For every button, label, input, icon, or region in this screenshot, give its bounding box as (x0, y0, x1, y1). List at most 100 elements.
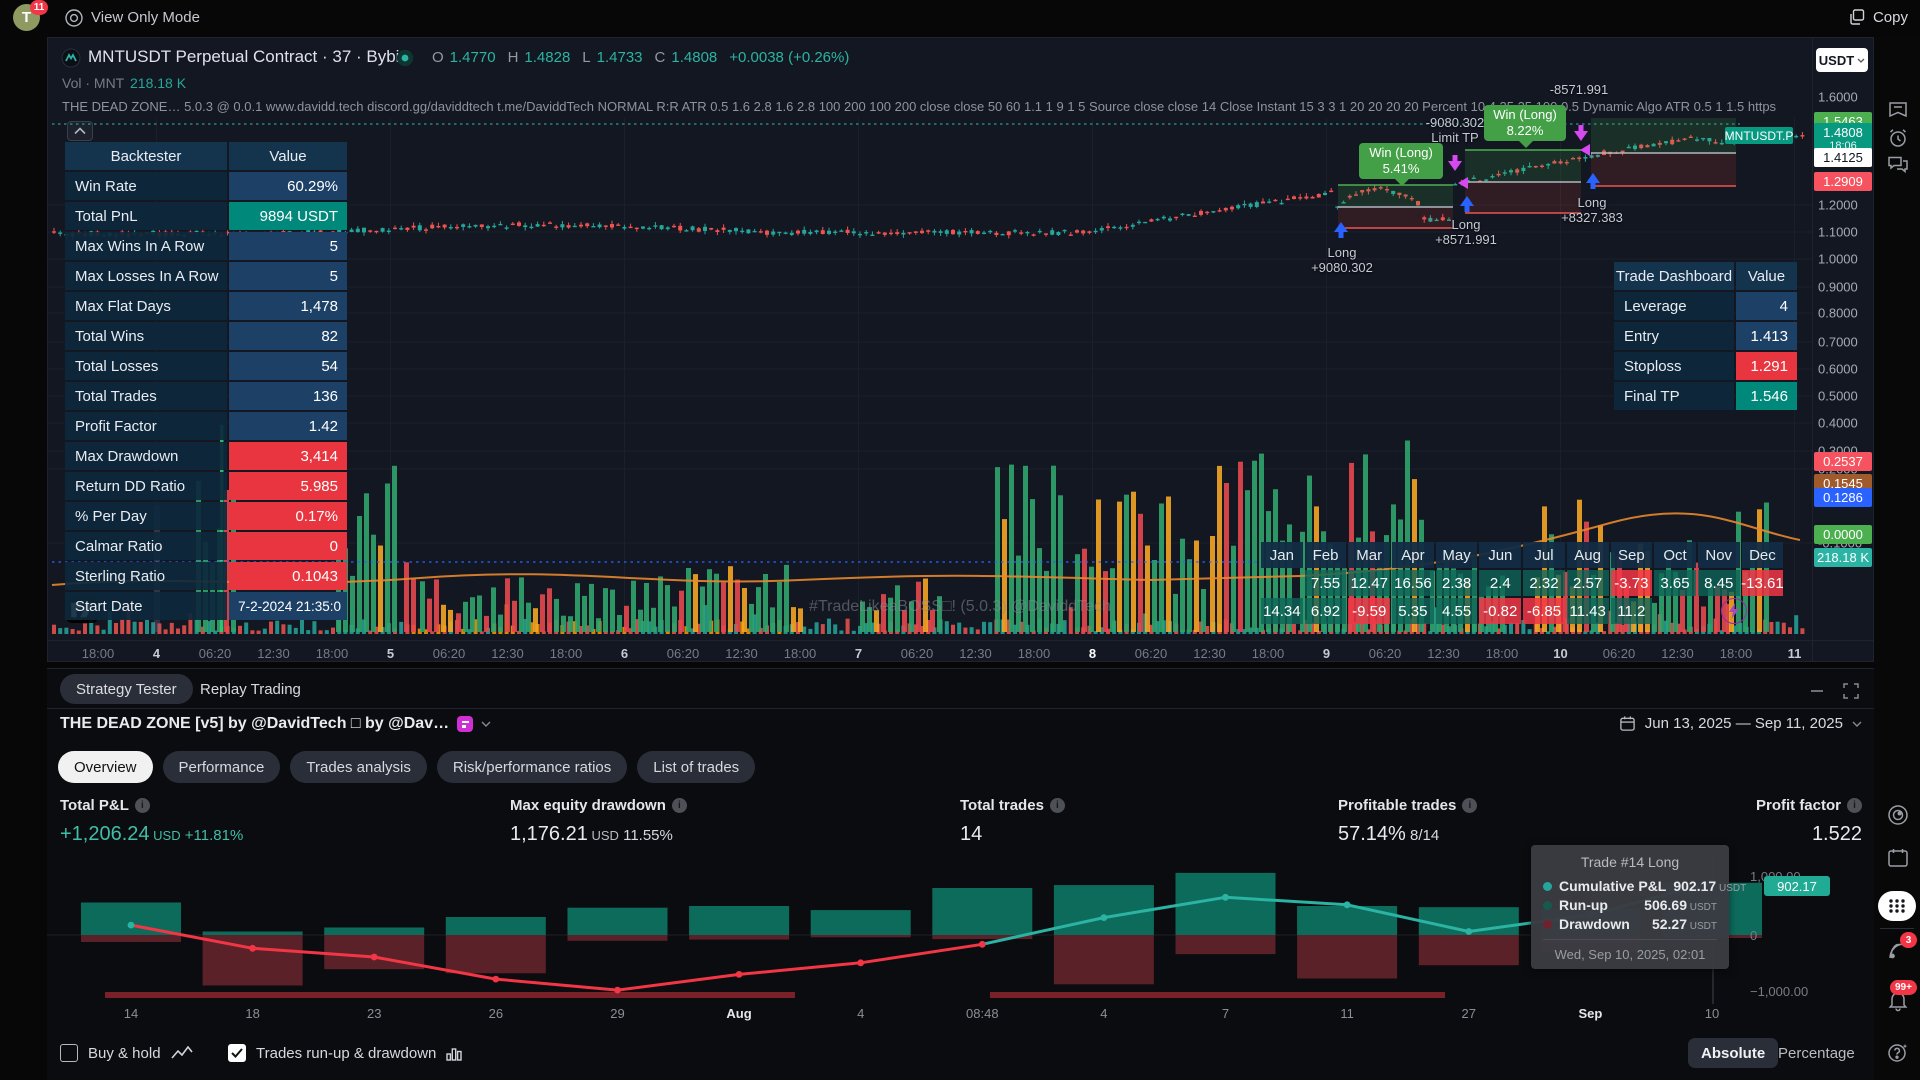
symbol-title[interactable]: MNTUSDT Perpetual Contract · 37 · Bybit (88, 47, 405, 66)
chat-icon[interactable] (1886, 152, 1910, 176)
stat-label: Profit factor i (1756, 797, 1862, 814)
month-value: 5.35 (1392, 598, 1434, 624)
runup-drawdown-toggle[interactable]: Trades run-up & drawdown (228, 1044, 463, 1062)
copy-icon (1848, 8, 1866, 26)
time-axis-label: 8 (1088, 646, 1097, 661)
collapse-button[interactable] (67, 121, 93, 141)
report-tab-overview[interactable]: Overview (58, 751, 153, 783)
report-tab-trades-analysis[interactable]: Trades analysis (290, 751, 427, 783)
info-icon[interactable]: i (134, 798, 150, 813)
target-icon[interactable] (1886, 803, 1910, 827)
trades-xaxis-label: 18 (245, 1006, 260, 1021)
price-badge-value: 218.18 K (1816, 550, 1870, 565)
backtester-row-value: 5 (229, 262, 347, 290)
month-value: 7.55 (1304, 570, 1347, 596)
info-icon[interactable]: i (1049, 798, 1065, 813)
price-tick: 0.4000 (1818, 415, 1858, 431)
watchlist-icon[interactable] (1886, 98, 1910, 122)
trades-xaxis-label: 14 (123, 1006, 139, 1021)
help-icon[interactable] (1886, 1040, 1910, 1064)
price-badge-value: 1.4808 (1823, 125, 1863, 140)
time-axis-label: 18:00 (1017, 646, 1051, 661)
apps-grid-icon[interactable] (1878, 891, 1916, 921)
close-label: C (654, 49, 666, 66)
backtester-row-label: % Per Day (65, 502, 227, 530)
info-icon[interactable]: i (671, 798, 687, 813)
strategy-title-row[interactable]: THE DEAD ZONE [v5] by @DavidTech □ by @D… (60, 715, 491, 733)
tab-replay-trading[interactable]: Replay Trading (200, 681, 301, 698)
win-tooltip-1-title: Win (Long) (1369, 145, 1433, 160)
time-axis-label: 4 (152, 646, 161, 661)
open-label: O (432, 49, 444, 66)
copy-button[interactable]: Copy (1848, 8, 1908, 26)
stat-total-p-l: Total P&L i +1,206.24 USD +11.81% (60, 797, 243, 846)
buy-hold-label: Buy & hold (88, 1044, 161, 1062)
ohlc-row: O 1.4770 H 1.4828 L 1.4733 C 1.4808 +0.0038 … (432, 49, 849, 66)
backtester-row-value: 0.17% (229, 502, 347, 530)
trades-axis-label: 0 (1750, 928, 1758, 943)
trades-chart[interactable] (47, 855, 1774, 1005)
trade-zone-3 (1591, 118, 1736, 187)
buy-hold-checkbox[interactable] (60, 1044, 78, 1062)
month-value (1654, 598, 1696, 624)
backtester-row-label: Return DD Ratio (65, 472, 227, 500)
change-value: +0.0038 (+0.26%) (729, 49, 850, 66)
time-axis-label: 18:00 (1251, 646, 1285, 661)
expand-panel-icon[interactable] (1842, 682, 1860, 700)
month-header: Dec (1741, 542, 1784, 568)
tp2-price-label: -8571.991 (1549, 82, 1609, 97)
stat-main-value: 14 (960, 823, 983, 845)
month-value: 11.2 (1610, 598, 1653, 624)
stat-value: 1.522 (1756, 823, 1862, 846)
price-badge-value: 0.2537 (1823, 454, 1863, 469)
status-dot-icon[interactable] (396, 49, 414, 67)
minimize-panel-icon[interactable] (1808, 682, 1826, 700)
win-tooltip-1-pct: 5.41% (1382, 161, 1420, 176)
stat-label: Total trades i (960, 797, 1065, 814)
date-range-picker[interactable]: Jun 13, 2025 — Sep 11, 2025 (1619, 715, 1862, 732)
buy-hold-toggle[interactable]: Buy & hold (60, 1044, 193, 1062)
alert-clock-icon[interactable] (1886, 126, 1910, 150)
currency-button[interactable]: USDT (1816, 48, 1868, 72)
dashboard-row-value: 1.413 (1736, 322, 1797, 350)
low-label: L (582, 49, 591, 66)
open-value: 1.4770 (449, 49, 496, 66)
time-axis-label: 12:30 (1193, 646, 1226, 661)
price-tick: 1.1000 (1818, 224, 1858, 240)
backtester-row-label: Max Wins In A Row (65, 232, 227, 260)
month-header: Jan (1261, 542, 1303, 568)
backtester-header-col1: Backtester (65, 142, 227, 170)
time-axis-label: 10 (1553, 646, 1568, 661)
info-icon[interactable]: i (1847, 798, 1862, 813)
report-tab-list-of-trades[interactable]: List of trades (637, 751, 756, 783)
backtester-row-value: 5.985 (229, 472, 347, 500)
lightning-icon[interactable] (1721, 598, 1747, 624)
win-tooltip-2: Win (Long) 8.22% (1484, 105, 1566, 148)
month-header: Jun (1479, 542, 1522, 568)
info-icon[interactable]: i (1462, 798, 1478, 813)
trade-tooltip-rows: Cumulative P&L 902.17 USDT Run-up 506.69 US… (1543, 878, 1746, 932)
strategy-icon (457, 716, 474, 732)
report-tab-performance[interactable]: Performance (162, 751, 281, 783)
time-axis-label: 18:00 (315, 646, 349, 661)
trades-xaxis-label: 29 (610, 1006, 625, 1021)
month-header: Aug (1566, 542, 1609, 568)
stat-extra: 11.55% (618, 827, 673, 844)
absolute-button[interactable]: Absolute (1688, 1038, 1779, 1068)
price-badge-value: 0.0000 (1823, 527, 1863, 542)
tooltip-row-unit: USDT (1687, 921, 1717, 932)
month-value: -0.82 (1479, 598, 1522, 624)
price-badge: 1.4125 (1814, 148, 1872, 167)
backtester-row-label: Total Trades (65, 382, 227, 410)
percentage-button[interactable]: Percentage (1778, 1045, 1855, 1062)
price-chart[interactable] (47, 118, 1812, 640)
tab-strategy-tester[interactable]: Strategy Tester (60, 674, 193, 704)
signal-icon[interactable] (1886, 938, 1910, 962)
month-value: 2.57 (1566, 570, 1609, 596)
report-tab-risk-performance-ratios[interactable]: Risk/performance ratios (436, 751, 628, 783)
backtester-row-value: 0.1043 (229, 562, 347, 590)
runup-drawdown-checkbox[interactable] (228, 1044, 246, 1062)
report-tabs: Overview Performance Trades analysis Risk/p… (58, 751, 756, 783)
month-value: -9.59 (1348, 598, 1391, 624)
calendar-icon[interactable] (1886, 846, 1910, 870)
